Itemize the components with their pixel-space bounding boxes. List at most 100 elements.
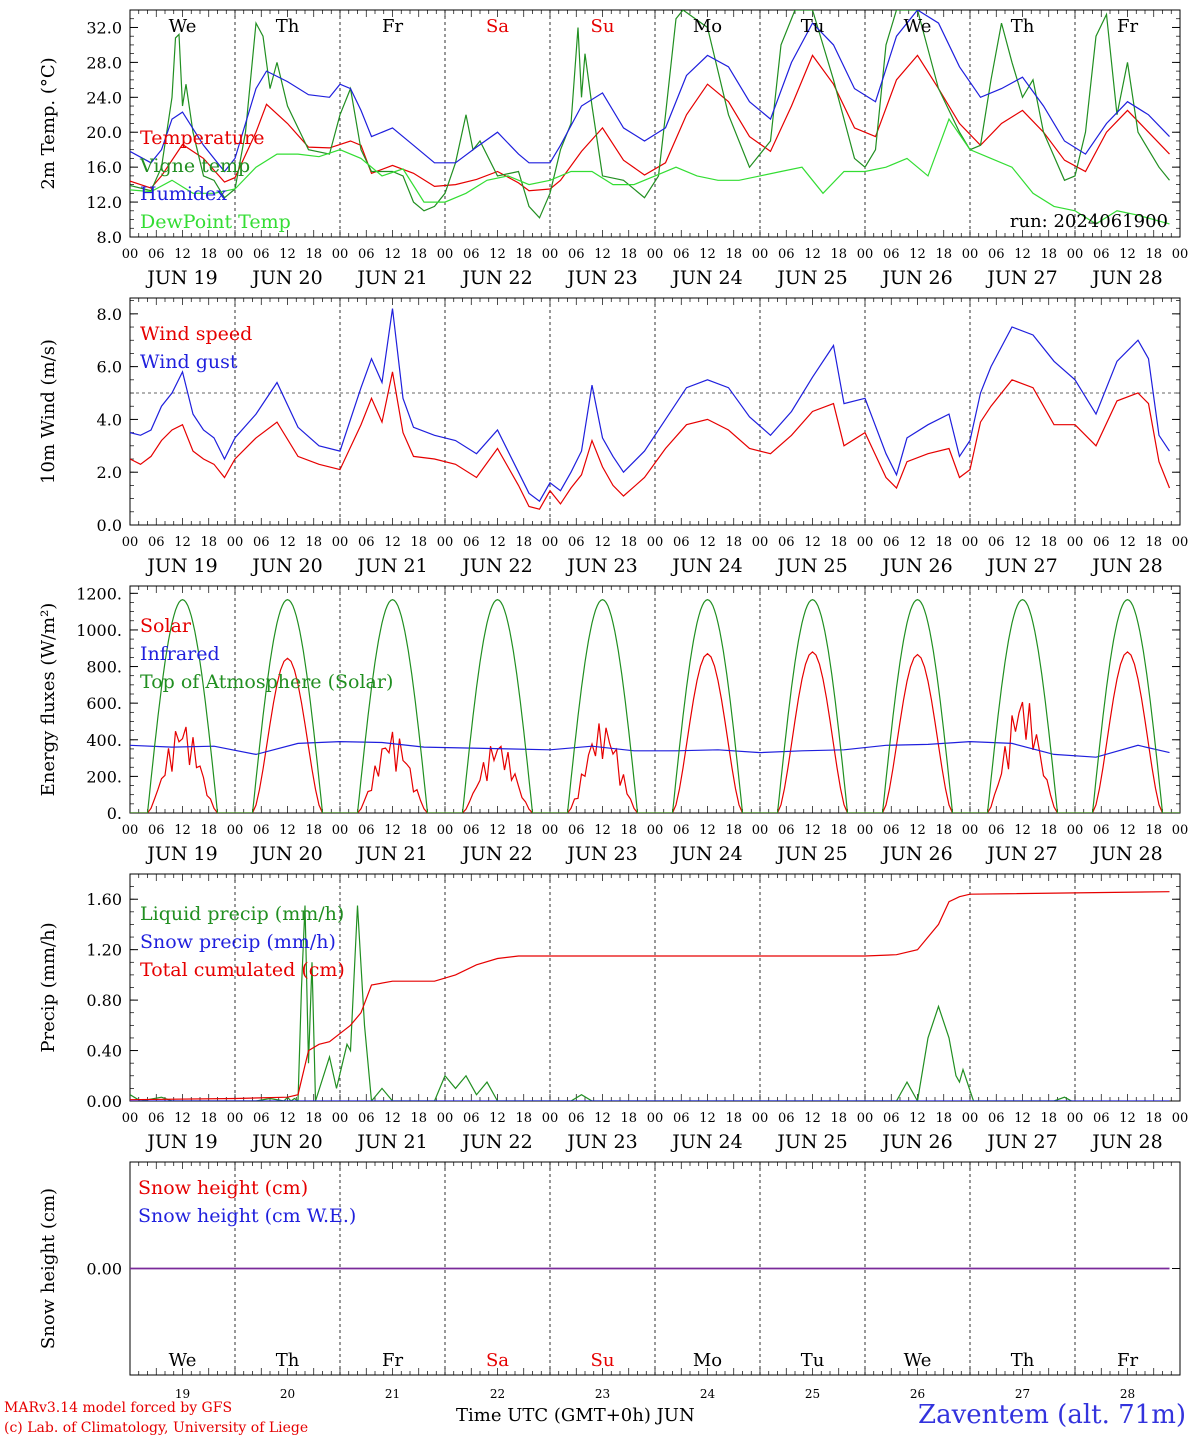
- series-line-top-of-atmosphere-solar-: [130, 599, 1180, 813]
- date-label: JUN 22: [460, 267, 532, 289]
- hour-tick-label: 12: [699, 247, 716, 262]
- hour-tick-label: 00: [857, 823, 874, 838]
- hour-tick-label: 12: [1119, 823, 1136, 838]
- weekday-label: We: [169, 16, 197, 37]
- date-label: JUN 27: [985, 555, 1057, 577]
- date-label: JUN 23: [565, 267, 637, 289]
- hour-tick-label: 12: [279, 1111, 296, 1126]
- hour-tick-label: 00: [122, 247, 139, 262]
- weekday-label: Th: [1011, 1350, 1035, 1371]
- hour-tick-label: 18: [410, 1111, 427, 1126]
- weekday-label: Su: [591, 16, 615, 37]
- hour-tick-label: 00: [437, 1111, 454, 1126]
- legend-entry: Infrared: [140, 643, 220, 665]
- y-tick-label: 1.20: [86, 941, 122, 960]
- hour-tick-label: 00: [962, 823, 979, 838]
- legend-entry: Wind gust: [140, 351, 238, 373]
- hour-tick-label: 06: [988, 1111, 1005, 1126]
- hour-tick-label: 12: [909, 247, 926, 262]
- y-tick-label: 800.: [86, 658, 122, 677]
- hour-tick-label: 18: [410, 535, 427, 550]
- x-axis-title: Time UTC (GMT+0h) JUN: [456, 1405, 695, 1426]
- credit-line-1: MARv3.14 model forced by GFS: [4, 1400, 233, 1416]
- series-group: [130, 10, 1170, 225]
- hour-tick-label: 06: [778, 1111, 795, 1126]
- legend-entry: Liquid precip (mm/h): [140, 903, 344, 925]
- y-tick-label: 0.00: [86, 1260, 122, 1279]
- hour-tick-label: 00: [647, 1111, 664, 1126]
- hour-tick-label: 06: [778, 823, 795, 838]
- date-label: JUN 22: [460, 1131, 532, 1153]
- hour-tick-label: 00: [542, 823, 559, 838]
- series-line-humidex: [130, 10, 1170, 173]
- weekday-label: Th: [1011, 16, 1035, 37]
- hour-tick-label: 12: [174, 823, 191, 838]
- hour-tick-label: 00: [122, 823, 139, 838]
- date-label: JUN 24: [670, 267, 742, 289]
- weekday-label: Tu: [801, 1350, 825, 1371]
- weekday-label: Fr: [382, 16, 403, 37]
- hour-tick-label: 12: [594, 1111, 611, 1126]
- y-axis-label: Snow height (cm): [38, 1188, 59, 1349]
- series-group: [130, 599, 1180, 813]
- hour-tick-label: 18: [620, 247, 637, 262]
- hour-tick-label: 00: [647, 535, 664, 550]
- weekday-label: Fr: [382, 1350, 403, 1371]
- weekday-label: Su: [591, 1350, 615, 1371]
- hour-tick-label: 00: [857, 1111, 874, 1126]
- hour-tick-label: 12: [804, 535, 821, 550]
- hour-tick-label: 18: [830, 1111, 847, 1126]
- series-group: [130, 891, 1170, 1101]
- date-label: JUN 21: [355, 843, 427, 865]
- hour-tick-label: 00: [332, 247, 349, 262]
- hour-tick-label: 18: [725, 823, 742, 838]
- hour-tick-label: 12: [384, 247, 401, 262]
- hour-tick-label: 12: [909, 1111, 926, 1126]
- date-label: JUN 26: [880, 267, 952, 289]
- day-number-label: 22: [490, 1387, 505, 1401]
- y-tick-label: 2.0: [97, 463, 122, 482]
- date-label: JUN 26: [880, 843, 952, 865]
- hour-tick-label: 12: [909, 823, 926, 838]
- date-label: JUN 28: [1090, 267, 1162, 289]
- y-tick-label: 0.40: [86, 1042, 122, 1061]
- hour-tick-label: 00: [227, 1111, 244, 1126]
- y-tick-label: 0.0: [97, 516, 122, 535]
- hour-tick-label: 12: [384, 1111, 401, 1126]
- hour-tick-label: 06: [778, 535, 795, 550]
- hour-tick-label: 06: [673, 823, 690, 838]
- hour-tick-label: 12: [699, 535, 716, 550]
- date-label: JUN 22: [460, 843, 532, 865]
- y-tick-label: 6.0: [97, 358, 122, 377]
- station-label: Zaventem (alt. 71m): [918, 1400, 1186, 1430]
- date-label: JUN 28: [1090, 555, 1162, 577]
- hour-tick-label: 12: [1119, 535, 1136, 550]
- hour-tick-label: 00: [1067, 823, 1084, 838]
- hour-tick-label: 12: [489, 823, 506, 838]
- series-line-wind-speed: [130, 371, 1171, 510]
- hour-tick-label: 18: [620, 1111, 637, 1126]
- date-label: JUN 23: [565, 555, 637, 577]
- hour-tick-label: 00: [542, 535, 559, 550]
- date-label: JUN 22: [460, 555, 532, 577]
- hour-tick-label: 00: [122, 1111, 139, 1126]
- hour-tick-label: 12: [174, 535, 191, 550]
- panel-5: [129, 1161, 1181, 1376]
- hour-tick-label: 06: [463, 1111, 480, 1126]
- hour-tick-label: 00: [437, 823, 454, 838]
- weekday-label: Mo: [693, 1350, 722, 1371]
- hour-tick-label: 12: [1014, 823, 1031, 838]
- hour-tick-label: 12: [594, 823, 611, 838]
- hour-tick-label: 06: [1093, 823, 1110, 838]
- weekday-label: We: [904, 16, 932, 37]
- date-label: JUN 27: [985, 1131, 1057, 1153]
- day-number-label: 21: [385, 1387, 400, 1401]
- day-number-label: 24: [700, 1387, 716, 1401]
- panel-2: [129, 297, 1181, 526]
- hour-tick-label: 06: [673, 1111, 690, 1126]
- hour-tick-label: 06: [778, 247, 795, 262]
- hour-tick-label: 12: [1014, 247, 1031, 262]
- hour-tick-label: 18: [1145, 1111, 1162, 1126]
- hour-tick-label: 18: [410, 247, 427, 262]
